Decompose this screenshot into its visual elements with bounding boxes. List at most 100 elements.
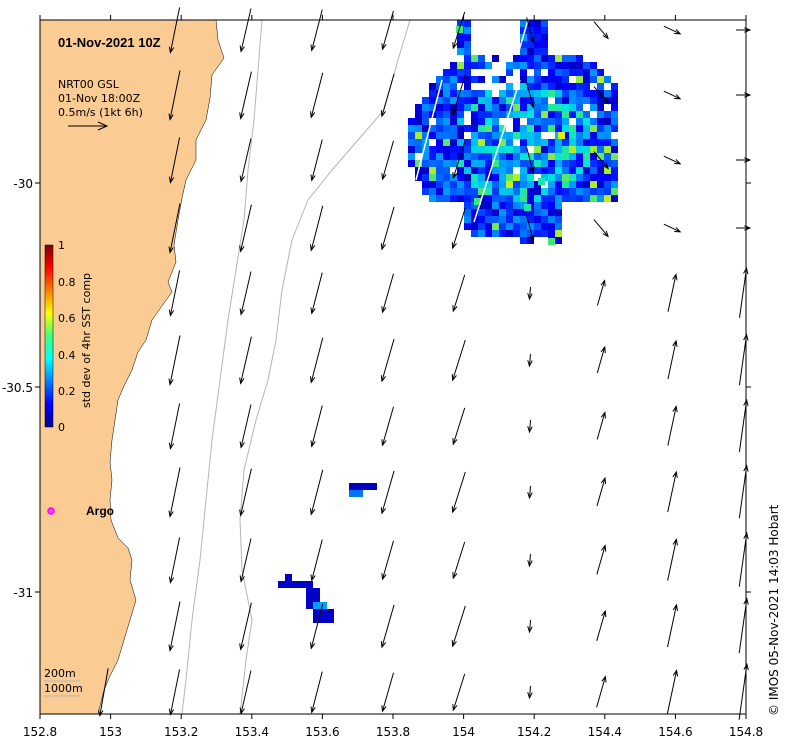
colorbar: 1 0.8 0.6 0.4 0.2 0 std dev of 4hr SST c… bbox=[44, 239, 93, 434]
current-arrow bbox=[239, 138, 252, 183]
x-tick-label: 153 bbox=[99, 725, 122, 739]
current-arrow bbox=[310, 671, 323, 714]
current-arrow bbox=[239, 670, 252, 715]
current-arrow bbox=[596, 675, 607, 708]
current-arrow bbox=[452, 274, 466, 313]
current-arrow bbox=[381, 406, 394, 447]
current-arrow bbox=[596, 476, 607, 507]
current-arrow bbox=[239, 271, 252, 316]
current-arrow bbox=[452, 541, 466, 580]
current-arrow bbox=[381, 540, 394, 581]
current-arrow bbox=[309, 337, 324, 384]
y-tick-label: -30.5 bbox=[2, 381, 33, 395]
colorbar-gradient bbox=[44, 244, 54, 428]
current-arrow bbox=[381, 273, 394, 314]
current-arrow bbox=[239, 538, 252, 583]
x-tick-label: 154.4 bbox=[588, 725, 622, 739]
current-arrow bbox=[239, 8, 252, 53]
credit-text: © IMOS 05-Nov-2021 14:03 Hobart bbox=[767, 504, 781, 716]
current-arrow bbox=[168, 137, 181, 184]
current-arrow bbox=[667, 273, 678, 312]
x-tick-label: 153.2 bbox=[164, 725, 198, 739]
current-arrow bbox=[381, 10, 394, 51]
map-title: 01-Nov-2021 10Z bbox=[58, 35, 161, 50]
sst-stddev-pixels bbox=[278, 20, 618, 623]
current-arrow bbox=[168, 467, 181, 518]
current-arrow bbox=[380, 73, 395, 118]
current-arrow bbox=[596, 544, 607, 575]
argo-float-icon bbox=[47, 507, 55, 515]
current-arrow bbox=[667, 470, 678, 513]
current-arrow bbox=[527, 553, 533, 568]
argo-float: Argo bbox=[47, 504, 114, 518]
current-arrow bbox=[309, 205, 324, 252]
current-arrow bbox=[451, 207, 466, 250]
x-tick-label: 153.8 bbox=[376, 725, 410, 739]
current-arrow bbox=[596, 609, 607, 642]
current-arrow bbox=[451, 605, 466, 648]
current-arrow bbox=[452, 141, 466, 180]
x-tick-label: 153.6 bbox=[305, 725, 339, 739]
y-tick-label: -31 bbox=[13, 586, 33, 600]
current-arrow bbox=[380, 338, 395, 383]
current-arrow bbox=[593, 219, 609, 238]
current-arrow bbox=[526, 215, 535, 242]
current-arrow bbox=[310, 139, 323, 182]
x-tick-label: 154.6 bbox=[658, 725, 692, 739]
coastline-land bbox=[39, 19, 225, 715]
x-axis: 152.8 153 153.2 153.4 153.6 153.8 154 154.2 154.… bbox=[23, 15, 763, 739]
current-arrow bbox=[527, 619, 533, 634]
y-tick-label: -30 bbox=[13, 177, 33, 191]
current-arrow bbox=[738, 333, 749, 386]
current-arrow bbox=[310, 272, 323, 315]
current-arrow bbox=[663, 90, 682, 100]
x-tick-label: 153.4 bbox=[235, 725, 269, 739]
current-arrow bbox=[168, 203, 181, 254]
current-arrow bbox=[310, 405, 323, 448]
bathymetry-contours bbox=[181, 19, 411, 715]
colorbar-tick: 0 bbox=[58, 421, 65, 434]
current-legend: NRT00 GSL 01-Nov 18:00Z 0.5m/s (1kt 6h) bbox=[58, 78, 143, 131]
current-arrow bbox=[309, 72, 324, 119]
current-arrow bbox=[593, 151, 609, 170]
current-arrow bbox=[239, 336, 252, 385]
current-arrow bbox=[738, 464, 749, 519]
depth-legend-1000m: 1000m bbox=[44, 682, 83, 695]
contour-200m bbox=[181, 19, 263, 715]
current-scale-label: 0.5m/s (1kt 6h) bbox=[58, 106, 143, 119]
current-arrow bbox=[168, 70, 181, 121]
y-axis: -30 -30.5 -31 bbox=[2, 177, 751, 600]
current-arrow bbox=[239, 404, 252, 449]
current-arrow bbox=[239, 468, 252, 517]
current-arrow bbox=[239, 204, 252, 253]
current-arrow bbox=[663, 25, 682, 35]
current-arrow bbox=[168, 601, 181, 652]
current-arrow bbox=[239, 602, 252, 651]
current-arrow bbox=[667, 339, 678, 380]
colorbar-label: std dev of 4hr SST comp bbox=[80, 273, 93, 408]
current-arrow bbox=[452, 11, 466, 50]
current-arrow bbox=[526, 17, 535, 44]
current-arrow bbox=[667, 538, 678, 581]
x-tick-label: 154 bbox=[452, 725, 475, 739]
current-arrow bbox=[452, 407, 466, 446]
current-arrow bbox=[309, 469, 324, 516]
current-arrow bbox=[239, 71, 252, 120]
swath-edges bbox=[415, 19, 529, 223]
current-arrow bbox=[98, 668, 109, 717]
current-arrow bbox=[310, 539, 323, 582]
current-arrow bbox=[527, 353, 533, 368]
current-arrow bbox=[663, 223, 682, 233]
current-arrow bbox=[168, 270, 181, 317]
x-tick-label: 154.8 bbox=[729, 725, 763, 739]
current-arrow bbox=[667, 603, 678, 648]
current-arrow bbox=[593, 86, 609, 105]
current-arrow bbox=[168, 403, 181, 450]
colorbar-tick: 0.2 bbox=[58, 385, 76, 398]
current-arrow bbox=[381, 140, 394, 181]
current-vectors bbox=[98, 7, 752, 720]
current-arrow bbox=[168, 669, 181, 716]
colorbar-tick: 1 bbox=[58, 239, 65, 252]
colorbar-tick: 0.8 bbox=[58, 276, 76, 289]
